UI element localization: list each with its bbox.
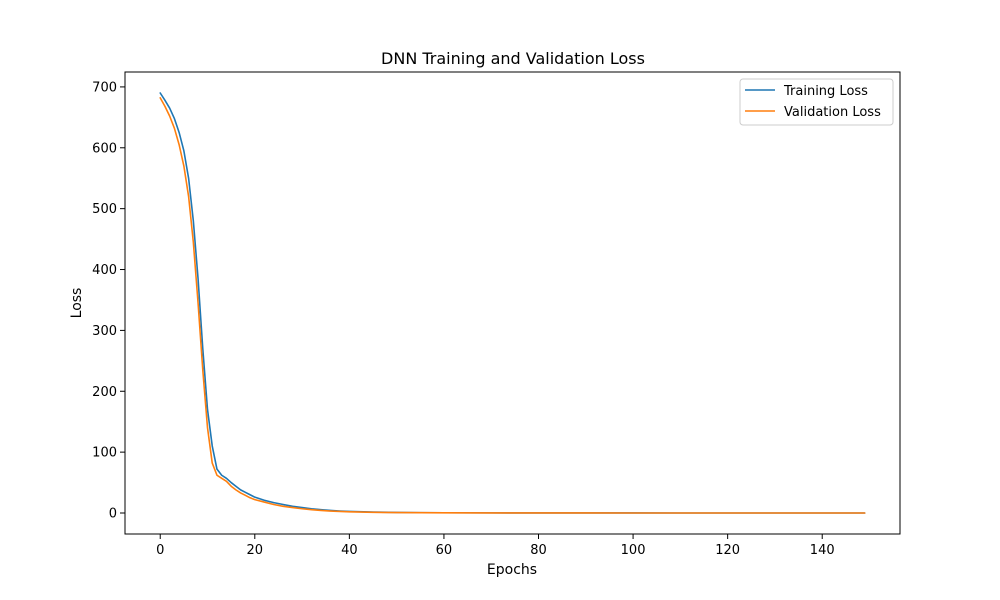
x-tick-label: 40 bbox=[341, 543, 358, 558]
y-tick-label: 200 bbox=[92, 385, 117, 400]
y-tick-label: 0 bbox=[109, 507, 117, 522]
x-tick-label: 120 bbox=[715, 543, 740, 558]
y-axis: 0 100 200 300 400 500 600 700 bbox=[92, 80, 125, 522]
series-line-validation-loss bbox=[159, 97, 866, 514]
legend: Training Loss Validation Loss bbox=[739, 78, 894, 126]
legend-label-validation-loss: Validation Loss bbox=[784, 105, 881, 120]
x-tick-label: 80 bbox=[530, 543, 547, 558]
x-tick-label: 20 bbox=[247, 543, 264, 558]
y-tick-label: 300 bbox=[92, 324, 117, 339]
y-tick-label: 400 bbox=[92, 263, 117, 278]
plot-area bbox=[159, 92, 866, 514]
x-tick-label: 60 bbox=[436, 543, 453, 558]
chart-title: DNN Training and Validation Loss bbox=[381, 49, 645, 68]
legend-box bbox=[739, 78, 894, 126]
y-tick-label: 500 bbox=[92, 202, 117, 217]
x-axis-label: Epochs bbox=[487, 562, 537, 578]
series-line-training-loss bbox=[159, 92, 866, 514]
y-tick-label: 600 bbox=[92, 141, 117, 156]
x-axis: 0 20 40 60 80 100 120 140 bbox=[156, 534, 835, 558]
axes-frame bbox=[124, 71, 901, 535]
y-axis-label: Loss bbox=[69, 288, 85, 319]
x-tick-label: 0 bbox=[156, 543, 164, 558]
x-tick-label: 140 bbox=[810, 543, 835, 558]
legend-label-training-loss: Training Loss bbox=[783, 84, 868, 99]
y-tick-label: 100 bbox=[92, 446, 117, 461]
x-tick-label: 100 bbox=[621, 543, 646, 558]
y-tick-label: 700 bbox=[92, 80, 117, 95]
